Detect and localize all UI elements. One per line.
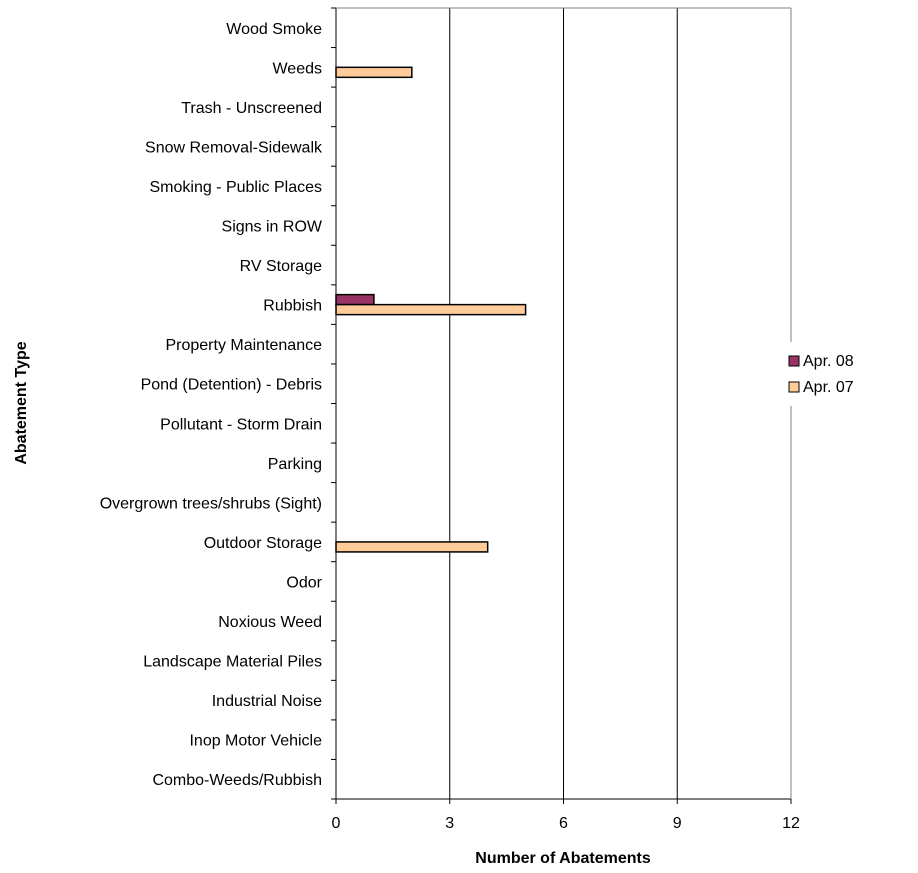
legend-swatch-apr08 (788, 355, 800, 367)
bar-apr07-13 (335, 541, 489, 553)
x-tick-label-0: 0 (332, 815, 341, 832)
category-label: Signs in ROW (222, 219, 323, 236)
category-label: Parking (268, 456, 322, 473)
category-label: Pollutant - Storm Drain (160, 416, 322, 433)
legend-label-apr07: Apr. 07 (803, 379, 854, 396)
legend-box (777, 342, 918, 406)
x-tick-label-6: 6 (559, 815, 568, 832)
category-label: Wood Smoke (226, 21, 322, 38)
category-label: Inop Motor Vehicle (189, 733, 322, 750)
x-tick-label-9: 9 (673, 815, 682, 832)
category-label: Pond (Detention) - Debris (141, 377, 322, 394)
category-label: Landscape Material Piles (143, 654, 322, 671)
bar-apr08-7 (335, 293, 375, 306)
category-label: RV Storage (240, 258, 323, 275)
axes (331, 7, 792, 804)
category-label: Overgrown trees/shrubs (Sight) (100, 495, 322, 512)
y-axis-title: Abatement Type (13, 341, 30, 464)
x-axis-title: Number of Abatements (475, 850, 651, 867)
x-tick-labels: 0 3 6 9 12 (332, 815, 800, 832)
legend: Apr. 08 Apr. 07 (777, 342, 918, 406)
bar-apr07-7 (335, 303, 527, 316)
category-label: Outdoor Storage (204, 535, 322, 552)
gridlines (449, 8, 792, 799)
category-labels: Wood Smoke Weeds Trash - Unscreened Snow Re… (100, 21, 323, 789)
category-label: Odor (286, 574, 322, 591)
category-label: Trash - Unscreened (181, 100, 322, 117)
x-tick-label-3: 3 (445, 815, 454, 832)
category-label: Snow Removal-Sidewalk (145, 139, 323, 156)
bar-apr07-1 (335, 66, 413, 79)
legend-swatch-apr07 (788, 381, 800, 393)
legend-label-apr08: Apr. 08 (803, 353, 854, 370)
category-label: Rubbish (263, 298, 322, 315)
category-label: Smoking - Public Places (149, 179, 322, 196)
category-label: Combo-Weeds/Rubbish (152, 772, 322, 789)
category-label: Weeds (272, 60, 322, 77)
category-label: Industrial Noise (212, 693, 322, 710)
x-tick-label-12: 12 (782, 815, 800, 832)
bars (335, 66, 527, 553)
category-label: Noxious Weed (218, 614, 322, 631)
category-label: Property Maintenance (165, 337, 322, 354)
